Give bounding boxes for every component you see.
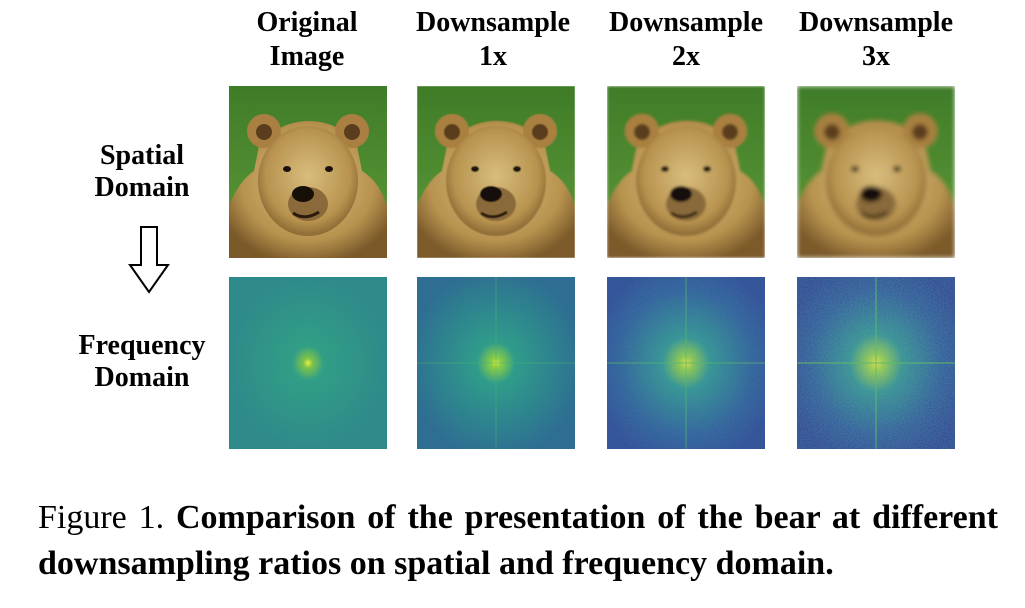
row-label-line2: Domain	[94, 362, 190, 393]
spectrum-image-downsample-3x	[797, 277, 955, 449]
spectrum-image-downsample-1x	[417, 277, 575, 449]
column-header-line1: Original	[256, 7, 358, 38]
row-label-frequency-domain: Frequency Domain	[52, 330, 232, 394]
row-label-line1: Spatial	[99, 140, 185, 171]
column-header-line2: Image	[269, 41, 345, 72]
spectrum-image-original	[229, 277, 387, 449]
bear-image-downsample-2x	[607, 86, 765, 258]
column-header-downsample-2x: Downsample 2x	[586, 6, 786, 74]
bear-image-original	[229, 86, 387, 258]
figure-label: Figure 1.	[38, 499, 165, 536]
column-header-line2: 2x	[672, 41, 700, 72]
column-header-line1: Downsample	[415, 7, 570, 38]
column-header-downsample-1x: Downsample 1x	[393, 6, 593, 74]
row-label-line1: Frequency	[78, 330, 206, 361]
row-label-spatial-domain: Spatial Domain	[52, 140, 232, 204]
down-arrow-icon	[127, 225, 171, 295]
spectrum-image-downsample-2x	[607, 277, 765, 449]
column-header-line2: 3x	[862, 41, 890, 72]
column-header-original: Original Image	[207, 6, 407, 74]
bear-image-downsample-3x	[797, 86, 955, 258]
bear-image-downsample-1x	[417, 86, 575, 258]
caption-text: Comparison of the presentation of the be…	[38, 499, 998, 582]
figure-caption: Figure 1. Comparison of the presentation…	[38, 495, 998, 587]
column-header-downsample-3x: Downsample 3x	[776, 6, 976, 74]
row-label-line2: Domain	[94, 172, 190, 203]
column-header-line2: 1x	[479, 41, 507, 72]
column-header-line1: Downsample	[608, 7, 763, 38]
column-header-line1: Downsample	[798, 7, 953, 38]
